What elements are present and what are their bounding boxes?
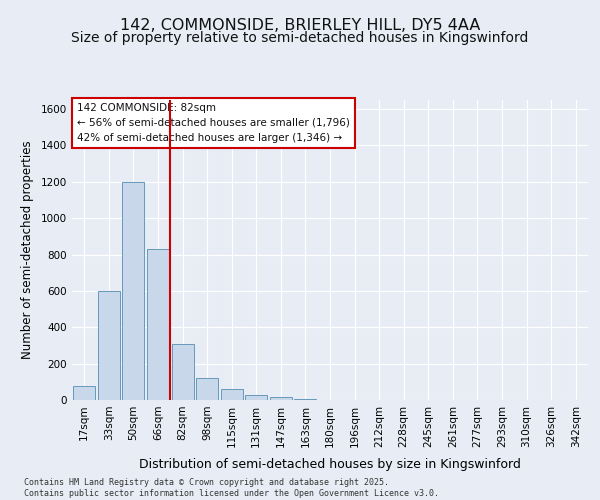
Bar [172,344,194,400]
X-axis label: Distribution of semi-detached houses by size in Kingswinford: Distribution of semi-detached houses by … [139,458,521,471]
Bar [221,389,243,400]
Bar [122,182,145,400]
Bar [98,291,120,400]
Bar [245,394,268,400]
Bar [73,386,95,400]
Text: 142, COMMONSIDE, BRIERLEY HILL, DY5 4AA: 142, COMMONSIDE, BRIERLEY HILL, DY5 4AA [120,18,480,32]
Bar [196,378,218,400]
Text: 142 COMMONSIDE: 82sqm
← 56% of semi-detached houses are smaller (1,796)
42% of s: 142 COMMONSIDE: 82sqm ← 56% of semi-deta… [77,103,350,142]
Text: Contains HM Land Registry data © Crown copyright and database right 2025.
Contai: Contains HM Land Registry data © Crown c… [24,478,439,498]
Y-axis label: Number of semi-detached properties: Number of semi-detached properties [21,140,34,360]
Bar [147,249,169,400]
Bar [270,396,292,400]
Text: Size of property relative to semi-detached houses in Kingswinford: Size of property relative to semi-detach… [71,31,529,45]
Bar [295,399,316,400]
